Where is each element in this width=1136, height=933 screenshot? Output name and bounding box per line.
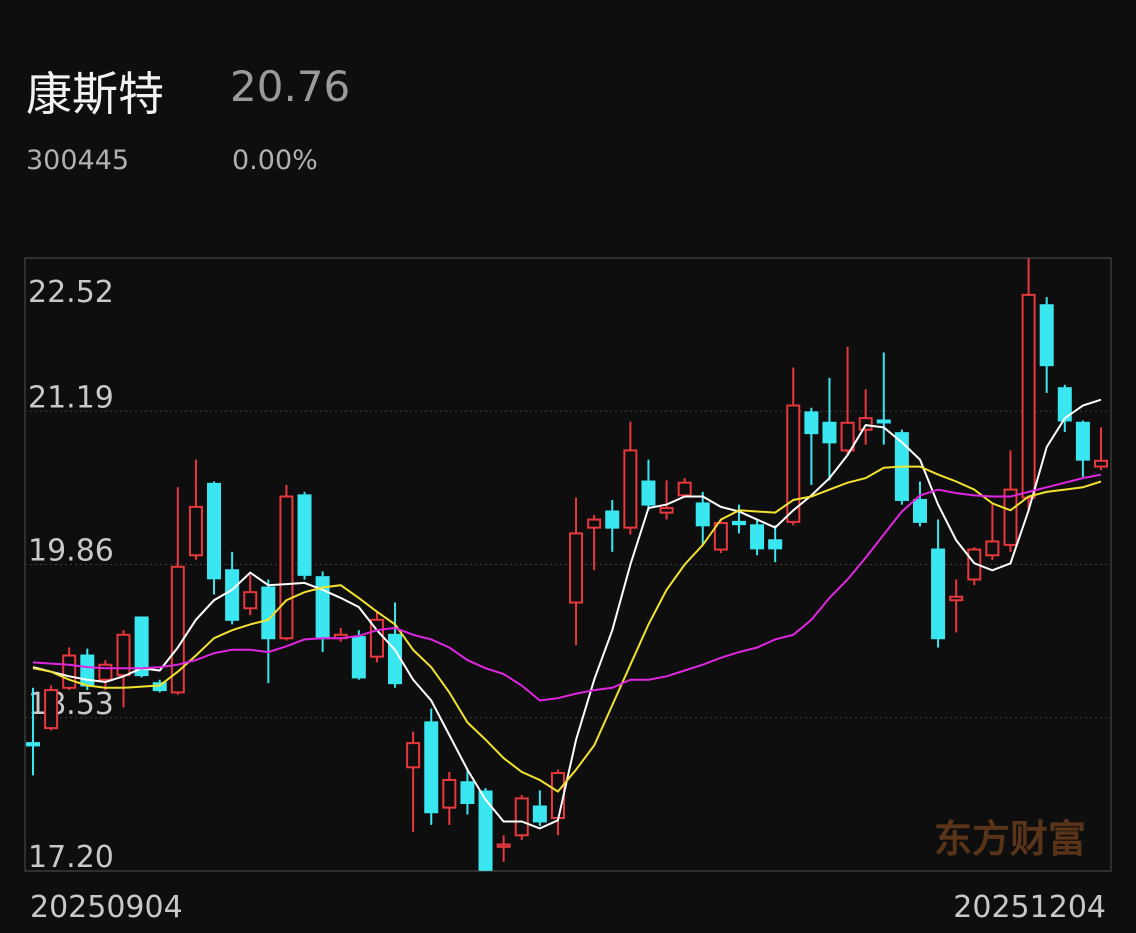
candle-body bbox=[1003, 488, 1018, 546]
y-tick-label: 19.86 bbox=[28, 534, 114, 569]
y-tick-label: 17.20 bbox=[28, 840, 114, 875]
candle-body bbox=[134, 616, 149, 677]
candle-body bbox=[1075, 421, 1090, 461]
candle-body bbox=[1094, 459, 1108, 468]
candle-body bbox=[876, 419, 891, 424]
candle-body bbox=[225, 569, 240, 621]
y-tick-label: 21.19 bbox=[28, 380, 114, 415]
y-tick-label: 18.53 bbox=[28, 687, 114, 722]
candle-body bbox=[587, 518, 602, 529]
watermark: 东方财富 bbox=[934, 817, 1086, 861]
moving-average-line bbox=[32, 465, 1102, 793]
candle-body bbox=[207, 482, 222, 580]
candle-body bbox=[1057, 387, 1072, 422]
candle-body bbox=[840, 421, 855, 452]
candle-body bbox=[388, 633, 403, 685]
candle-body bbox=[243, 591, 258, 610]
price-change: 0.00% bbox=[232, 145, 318, 176]
candle-body bbox=[659, 507, 674, 514]
candle-body bbox=[478, 790, 493, 871]
candle-body bbox=[804, 411, 819, 435]
candle-body bbox=[406, 742, 421, 769]
candle-body bbox=[695, 502, 710, 527]
candle-body bbox=[931, 548, 946, 640]
candle-body bbox=[496, 843, 511, 848]
candle-body bbox=[62, 654, 77, 689]
candle-body bbox=[1021, 293, 1036, 499]
x-tick-label: 20250904 bbox=[30, 890, 183, 925]
candle-body bbox=[605, 510, 620, 529]
candle-body bbox=[822, 421, 837, 444]
stock-code: 300445 bbox=[26, 145, 130, 176]
candle-body bbox=[532, 805, 547, 823]
candle-body bbox=[116, 633, 131, 677]
candle-body bbox=[1039, 304, 1054, 367]
candle-body bbox=[677, 481, 692, 497]
candle-body bbox=[949, 595, 964, 602]
candle-body bbox=[967, 548, 982, 581]
candle-body bbox=[713, 522, 728, 551]
candle-body bbox=[641, 480, 656, 506]
candle-body bbox=[731, 520, 746, 526]
candle-body bbox=[750, 524, 765, 550]
y-tick-label: 22.52 bbox=[28, 275, 114, 310]
candle-body bbox=[442, 778, 457, 809]
candle-body bbox=[569, 532, 584, 604]
candle-body bbox=[351, 636, 366, 679]
candle-body bbox=[460, 781, 475, 805]
candle-body bbox=[858, 417, 873, 431]
candle-body bbox=[768, 539, 783, 550]
candle-body bbox=[188, 505, 203, 557]
candle-body bbox=[514, 797, 529, 837]
candle-body bbox=[279, 495, 294, 640]
candle-body bbox=[623, 449, 638, 529]
candle-body bbox=[912, 498, 927, 523]
candle-body bbox=[424, 721, 439, 814]
candle-body bbox=[26, 742, 40, 747]
candle-body bbox=[550, 772, 565, 819]
candle-body bbox=[261, 586, 276, 640]
moving-average-line bbox=[32, 473, 1102, 702]
candle-body bbox=[786, 404, 801, 523]
candle-body bbox=[44, 689, 59, 730]
candle-body bbox=[170, 565, 185, 694]
x-tick-label: 20251204 bbox=[953, 890, 1106, 925]
stock-price: 20.76 bbox=[230, 62, 351, 111]
stock-name: 康斯特 bbox=[26, 67, 164, 121]
candle-body bbox=[297, 494, 312, 576]
candle-body bbox=[985, 540, 1000, 557]
